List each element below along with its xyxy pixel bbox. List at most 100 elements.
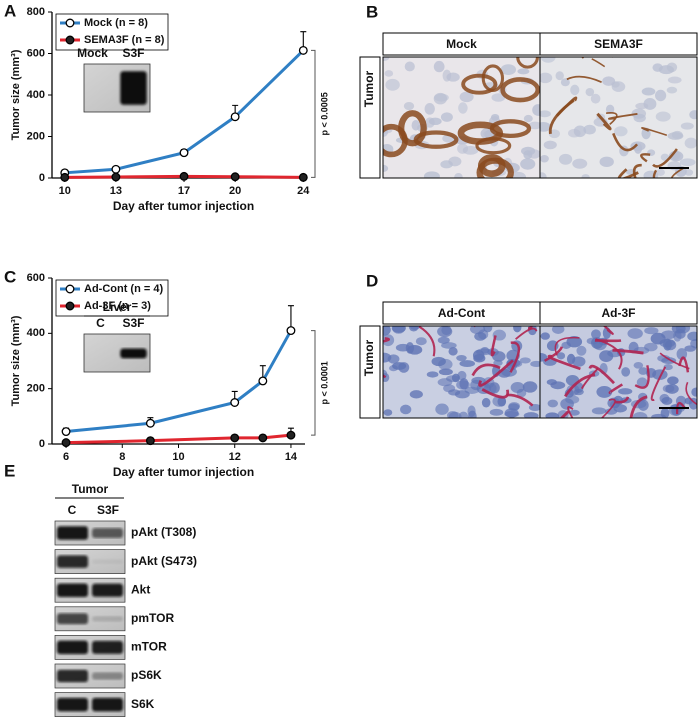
nucleus xyxy=(572,158,588,169)
nucleus xyxy=(441,342,457,349)
nucleus xyxy=(513,326,522,333)
nucleus xyxy=(614,126,628,137)
nucleus xyxy=(637,399,649,411)
row-label: S6K xyxy=(131,697,155,711)
micrograph xyxy=(383,326,540,418)
y-tick-label: 600 xyxy=(27,47,45,59)
nucleus xyxy=(635,102,649,110)
legend-label: Mock (n = 8) xyxy=(84,17,148,29)
nucleus xyxy=(632,412,648,418)
inset-band xyxy=(120,71,147,105)
nucleus xyxy=(516,388,527,398)
blot-band xyxy=(57,526,88,540)
nucleus xyxy=(454,173,463,178)
vessel xyxy=(490,335,497,357)
y-axis-label: Tumor size (mm³) xyxy=(10,49,22,140)
nucleus xyxy=(641,87,656,96)
nucleus xyxy=(438,368,453,376)
nucleus xyxy=(566,336,583,348)
nucleus xyxy=(570,84,580,96)
vessel xyxy=(652,148,678,168)
blot-band xyxy=(92,616,123,622)
nucleus xyxy=(423,171,440,178)
nucleus xyxy=(555,71,564,81)
nucleus xyxy=(540,155,549,163)
nucleus xyxy=(661,357,677,365)
nucleus xyxy=(437,336,450,344)
row-label: pS6K xyxy=(131,668,162,682)
nucleus xyxy=(415,337,427,346)
data-point xyxy=(111,172,121,182)
nucleus xyxy=(411,119,421,131)
micrograph-frame xyxy=(539,56,698,179)
nucleus xyxy=(602,76,616,86)
legend-marker xyxy=(65,284,75,294)
nucleus xyxy=(404,61,415,72)
legend-label: Ad-3F (n = 3) xyxy=(84,300,151,312)
nucleus xyxy=(384,70,394,77)
nucleus xyxy=(545,412,560,418)
vessel xyxy=(641,127,668,137)
data-point xyxy=(258,376,268,386)
data-point xyxy=(111,164,121,174)
nucleus xyxy=(527,149,540,159)
column-header xyxy=(539,301,698,325)
nucleus xyxy=(520,158,536,170)
vessel xyxy=(544,346,563,362)
nucleus xyxy=(523,412,539,418)
data-point xyxy=(298,172,308,182)
data-point xyxy=(145,436,155,446)
nucleus xyxy=(383,409,393,416)
nucleus xyxy=(497,396,507,407)
nucleus xyxy=(451,373,460,383)
nucleus xyxy=(572,356,586,367)
nucleus xyxy=(590,93,601,104)
y-tick-label: 0 xyxy=(39,172,45,184)
panel-label: B xyxy=(366,2,378,21)
nucleus xyxy=(489,408,504,416)
vessel xyxy=(606,112,618,126)
nucleus xyxy=(446,411,459,418)
nucleus xyxy=(456,380,470,390)
nucleus xyxy=(517,68,530,75)
vessel xyxy=(481,388,510,399)
nucleus xyxy=(684,169,694,176)
nucleus xyxy=(540,122,551,132)
nucleus xyxy=(543,140,557,150)
lane-label: C xyxy=(68,503,77,517)
blot-band xyxy=(57,669,88,683)
nucleus xyxy=(400,404,412,415)
vessel xyxy=(567,406,574,418)
nucleus xyxy=(483,326,493,333)
row-label: mTOR xyxy=(131,640,167,654)
nucleus xyxy=(409,390,423,399)
nucleus xyxy=(666,62,678,73)
nucleus xyxy=(679,158,696,167)
vessel xyxy=(612,132,639,152)
panel-label: A xyxy=(4,1,16,20)
vessel xyxy=(478,359,514,387)
data-point xyxy=(145,418,155,428)
nucleus xyxy=(644,327,659,335)
nucleus xyxy=(659,393,670,404)
nucleus xyxy=(387,354,400,364)
x-tick-label: 24 xyxy=(297,185,310,197)
column-label: Ad-Cont xyxy=(438,306,485,320)
vessel xyxy=(608,383,624,395)
y-tick-label: 800 xyxy=(27,6,45,18)
nucleus xyxy=(687,331,697,342)
vessel xyxy=(556,96,578,117)
nucleus xyxy=(613,404,628,413)
nucleus xyxy=(585,87,595,97)
nucleus xyxy=(605,104,615,115)
nucleus xyxy=(627,328,643,339)
vessel xyxy=(580,367,599,390)
nucleus xyxy=(636,377,648,388)
x-tick-label: 17 xyxy=(178,185,190,197)
column-label: SEMA3F xyxy=(594,37,643,51)
nucleus xyxy=(540,72,553,84)
nucleus xyxy=(560,78,570,87)
legend-box xyxy=(55,279,169,317)
nucleus xyxy=(532,104,540,116)
row-label: Tumor xyxy=(362,70,376,107)
